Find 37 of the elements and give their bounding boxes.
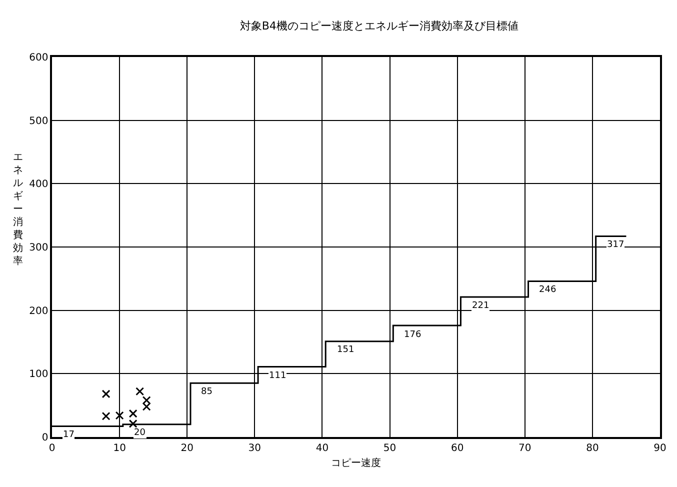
data-label: 17 (63, 430, 74, 440)
x-tick-label: 30 (248, 442, 262, 454)
data-label: 246 (539, 285, 556, 295)
y-tick-label: 0 (42, 432, 48, 444)
point (102, 412, 110, 420)
point (128, 419, 138, 428)
x-tick-label: 50 (383, 442, 396, 454)
data-label: 221 (472, 301, 490, 311)
chart-title: 対象B4機のコピー速度とエネルギー消費効率及び目標値 (240, 20, 518, 33)
point (115, 411, 124, 420)
data-label: 151 (337, 345, 354, 355)
x-tick-label: 70 (518, 442, 532, 454)
point (142, 396, 151, 405)
y-tick-label: 400 (29, 179, 48, 190)
y-tick-label: 200 (29, 306, 48, 317)
point (142, 402, 151, 411)
x-tick-label: 90 (654, 442, 666, 454)
data-label: 176 (404, 330, 422, 340)
data-label: 111 (269, 371, 286, 381)
x-tick-label: 80 (586, 442, 599, 454)
data-label: 317 (607, 240, 624, 250)
x-tick-label: 40 (316, 442, 329, 454)
point (102, 390, 110, 398)
x-tick-label: 10 (113, 442, 126, 454)
data-label: 85 (201, 387, 212, 397)
point (136, 387, 144, 396)
x-tick-label: 60 (450, 442, 464, 454)
point (128, 409, 138, 418)
x-tick-label: 20 (180, 442, 194, 454)
y-tick-label: 300 (29, 242, 48, 254)
y-tick-label: 600 (29, 52, 48, 64)
x-tick-label: 0 (48, 442, 56, 454)
data-label: 20 (134, 428, 146, 438)
x-axis-title: コピー速度 (331, 456, 381, 469)
text: エネルギー消費効率 (13, 152, 23, 267)
y-tick-label: 100 (29, 369, 48, 380)
y-tick-label: 500 (29, 116, 48, 127)
